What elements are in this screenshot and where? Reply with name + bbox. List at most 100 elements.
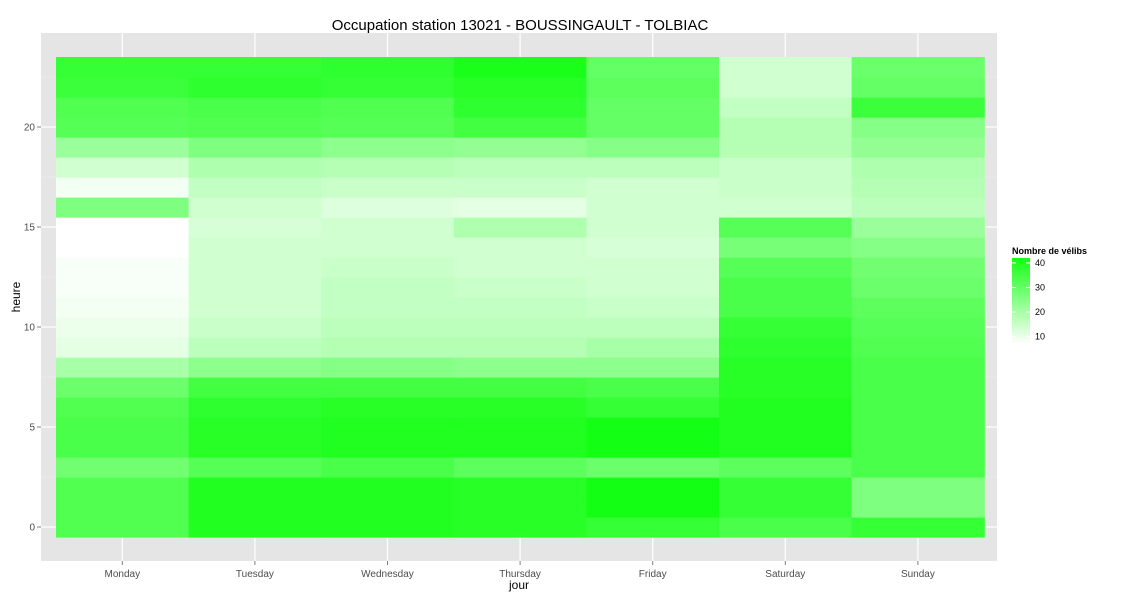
heatmap-cell bbox=[321, 417, 455, 438]
heatmap-cell bbox=[586, 317, 720, 338]
heatmap-cell bbox=[851, 317, 985, 338]
heatmap-cell bbox=[453, 57, 587, 78]
heatmap-cell bbox=[851, 217, 985, 238]
heatmap-cell bbox=[321, 57, 455, 78]
heatmap-cell bbox=[188, 117, 322, 138]
heatmap-cell bbox=[321, 257, 455, 278]
heatmap-cell bbox=[321, 477, 455, 498]
heatmap-cell bbox=[453, 77, 587, 98]
heatmap-cell bbox=[586, 497, 720, 518]
heatmap-cell bbox=[586, 457, 720, 478]
x-axis-ticks: Monday Tuesday Wednesday Thursday Friday Satu… bbox=[105, 561, 935, 580]
heatmap-cell bbox=[586, 57, 720, 78]
heatmap-cell bbox=[719, 437, 853, 458]
heatmap-cell bbox=[719, 497, 853, 518]
heatmap-cell bbox=[56, 357, 190, 378]
heatmap-cell bbox=[719, 257, 853, 278]
heatmap-cell bbox=[851, 397, 985, 418]
heatmap-cell bbox=[453, 377, 587, 398]
heatmap-cell bbox=[188, 297, 322, 318]
heatmap-cell bbox=[56, 277, 190, 298]
heatmap-cell bbox=[321, 397, 455, 418]
heatmap-cell bbox=[851, 197, 985, 218]
heatmap-cell bbox=[851, 237, 985, 258]
heatmap-cells bbox=[56, 57, 985, 538]
heatmap-cell bbox=[188, 317, 322, 338]
heatmap-cell bbox=[321, 517, 455, 538]
heatmap-cell bbox=[188, 337, 322, 358]
heatmap-cell bbox=[56, 417, 190, 438]
heatmap-cell bbox=[586, 157, 720, 178]
y-tick-label: 0 bbox=[29, 523, 35, 534]
heatmap-cell bbox=[188, 517, 322, 538]
legend-tick-label: 20 bbox=[1035, 307, 1045, 317]
heatmap-cell bbox=[188, 257, 322, 278]
heatmap-cell bbox=[453, 437, 587, 458]
heatmap-cell bbox=[321, 157, 455, 178]
heatmap-cell bbox=[188, 77, 322, 98]
heatmap-cell bbox=[56, 237, 190, 258]
heatmap-cell bbox=[56, 157, 190, 178]
heatmap-cell bbox=[321, 297, 455, 318]
heatmap-cell bbox=[586, 77, 720, 98]
heatmap-cell bbox=[321, 357, 455, 378]
y-tick-label: 10 bbox=[24, 323, 36, 334]
heatmap-cell bbox=[453, 177, 587, 198]
heatmap-cell bbox=[719, 357, 853, 378]
y-tick-label: 15 bbox=[24, 223, 36, 234]
heatmap-cell bbox=[321, 317, 455, 338]
heatmap-cell bbox=[453, 517, 587, 538]
heatmap-cell bbox=[321, 457, 455, 478]
heatmap-cell bbox=[453, 97, 587, 118]
heatmap-cell bbox=[586, 97, 720, 118]
heatmap-cell bbox=[56, 317, 190, 338]
heatmap-cell bbox=[851, 157, 985, 178]
heatmap-cell bbox=[188, 277, 322, 298]
legend-colorbar bbox=[1012, 258, 1030, 344]
x-tick-label: Wednesday bbox=[361, 569, 414, 580]
heatmap-cell bbox=[56, 437, 190, 458]
heatmap-cell bbox=[586, 477, 720, 498]
x-tick-label: Friday bbox=[639, 569, 667, 580]
heatmap-cell bbox=[188, 217, 322, 238]
heatmap-cell bbox=[453, 197, 587, 218]
heatmap-cell bbox=[56, 77, 190, 98]
heatmap-cell bbox=[453, 317, 587, 338]
heatmap-cell bbox=[188, 457, 322, 478]
heatmap-cell bbox=[851, 117, 985, 138]
heatmap-cell bbox=[56, 177, 190, 198]
heatmap-cell bbox=[453, 137, 587, 158]
heatmap-cell bbox=[56, 457, 190, 478]
heatmap-cell bbox=[851, 497, 985, 518]
y-axis-title: heure bbox=[9, 281, 23, 312]
heatmap-cell bbox=[188, 417, 322, 438]
heatmap-cell bbox=[188, 197, 322, 218]
y-tick-label: 20 bbox=[24, 123, 36, 134]
heatmap-cell bbox=[188, 237, 322, 258]
heatmap-cell bbox=[851, 57, 985, 78]
heatmap-cell bbox=[56, 57, 190, 78]
heatmap-cell bbox=[586, 297, 720, 318]
legend-tick-label: 40 bbox=[1035, 258, 1045, 268]
x-tick-label: Sunday bbox=[901, 569, 935, 580]
heatmap-cell bbox=[188, 57, 322, 78]
heatmap-cell bbox=[719, 517, 853, 538]
heatmap-cell bbox=[453, 237, 587, 258]
heatmap-cell bbox=[851, 517, 985, 538]
heatmap-cell bbox=[851, 297, 985, 318]
heatmap-cell bbox=[56, 257, 190, 278]
heatmap-cell bbox=[719, 157, 853, 178]
heatmap-cell bbox=[719, 477, 853, 498]
heatmap-cell bbox=[719, 177, 853, 198]
heatmap-cell bbox=[719, 237, 853, 258]
heatmap-cell bbox=[453, 277, 587, 298]
heatmap-cell bbox=[586, 117, 720, 138]
heatmap-cell bbox=[851, 357, 985, 378]
heatmap-cell bbox=[719, 417, 853, 438]
y-tick-label: 5 bbox=[29, 423, 35, 434]
legend-title: Nombre de vélibs bbox=[1012, 246, 1087, 256]
heatmap-cell bbox=[56, 217, 190, 238]
x-tick-label: Thursday bbox=[499, 569, 541, 580]
heatmap-cell bbox=[321, 137, 455, 158]
